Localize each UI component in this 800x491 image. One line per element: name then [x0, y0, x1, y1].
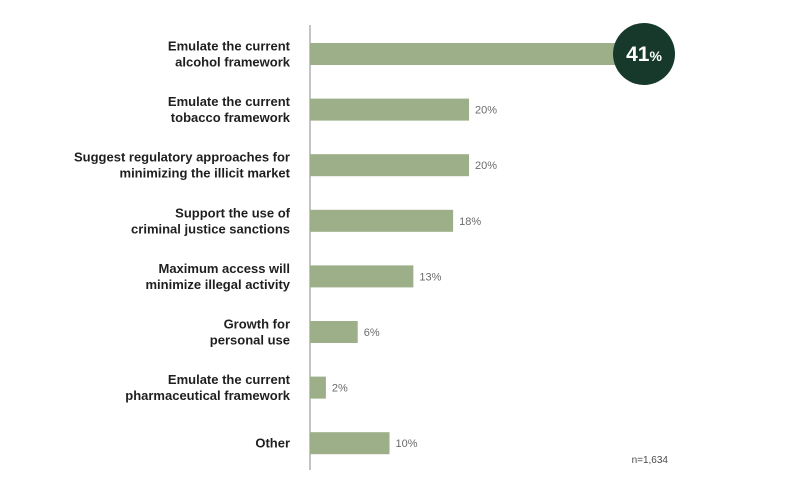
category-label-1: Emulate the current tobacco framework — [168, 94, 291, 125]
category-label-4-line-1: minimize illegal activity — [146, 277, 291, 292]
value-label-0: 41% — [626, 43, 662, 66]
category-label-5: Growth for personal use — [210, 317, 290, 348]
bar-3 — [310, 209, 454, 232]
bar-0 — [310, 43, 636, 65]
category-label-4: Maximum access will minimize illegal acti… — [146, 261, 291, 292]
category-label-3-line-1: criminal justice sanctions — [131, 221, 290, 236]
category-label-5-line-1: personal use — [210, 333, 290, 348]
category-label-0-line-0: Emulate the current — [168, 39, 291, 54]
category-label-5-line-0: Growth for — [224, 317, 290, 332]
bar-1 — [310, 98, 470, 121]
value-label-2: 20% — [475, 160, 497, 172]
value-label-3: 18% — [459, 216, 481, 228]
value-label-4: 13% — [419, 271, 441, 283]
bar-7 — [310, 432, 390, 455]
sample-size-note: n=1,634 — [632, 455, 669, 466]
value-label-1: 20% — [475, 105, 497, 117]
highlight-badge — [613, 23, 675, 85]
value-label-6: 2% — [332, 383, 348, 395]
category-label-2-line-0: Suggest regulatory approaches for — [74, 150, 290, 165]
bar-6 — [310, 376, 326, 399]
category-label-6-line-0: Emulate the current — [168, 372, 291, 387]
category-label-3-line-0: Support the use of — [175, 205, 291, 220]
category-label-3: Support the use of criminal justice sanct… — [131, 205, 291, 236]
category-label-0: Emulate the current alcohol framework — [168, 39, 291, 70]
category-label-7-line-0: Other — [255, 436, 290, 451]
category-label-4-line-0: Maximum access will — [158, 261, 290, 276]
category-labels-layer: Emulate the current alcohol frameworkEmul… — [74, 39, 291, 451]
value-labels-layer: 41% 20% 20% 18% 13% 6% 2% 10% — [332, 23, 675, 450]
value-label-7: 10% — [396, 438, 418, 450]
category-label-7: Other — [255, 436, 290, 451]
category-label-0-line-1: alcohol framework — [175, 55, 291, 70]
category-label-2: Suggest regulatory approaches for minimiz… — [74, 150, 291, 181]
bar-4 — [310, 265, 414, 288]
bar-2 — [310, 154, 470, 177]
value-label-5: 6% — [364, 327, 380, 339]
category-label-1-line-1: tobacco framework — [171, 110, 291, 125]
category-label-1-line-0: Emulate the current — [168, 94, 291, 109]
category-label-2-line-1: minimizing the illicit market — [120, 166, 291, 181]
bars-layer — [310, 43, 636, 455]
bar-5 — [310, 321, 358, 343]
category-label-6: Emulate the current pharmaceutical framew… — [125, 372, 291, 403]
category-label-6-line-1: pharmaceutical framework — [125, 388, 291, 403]
